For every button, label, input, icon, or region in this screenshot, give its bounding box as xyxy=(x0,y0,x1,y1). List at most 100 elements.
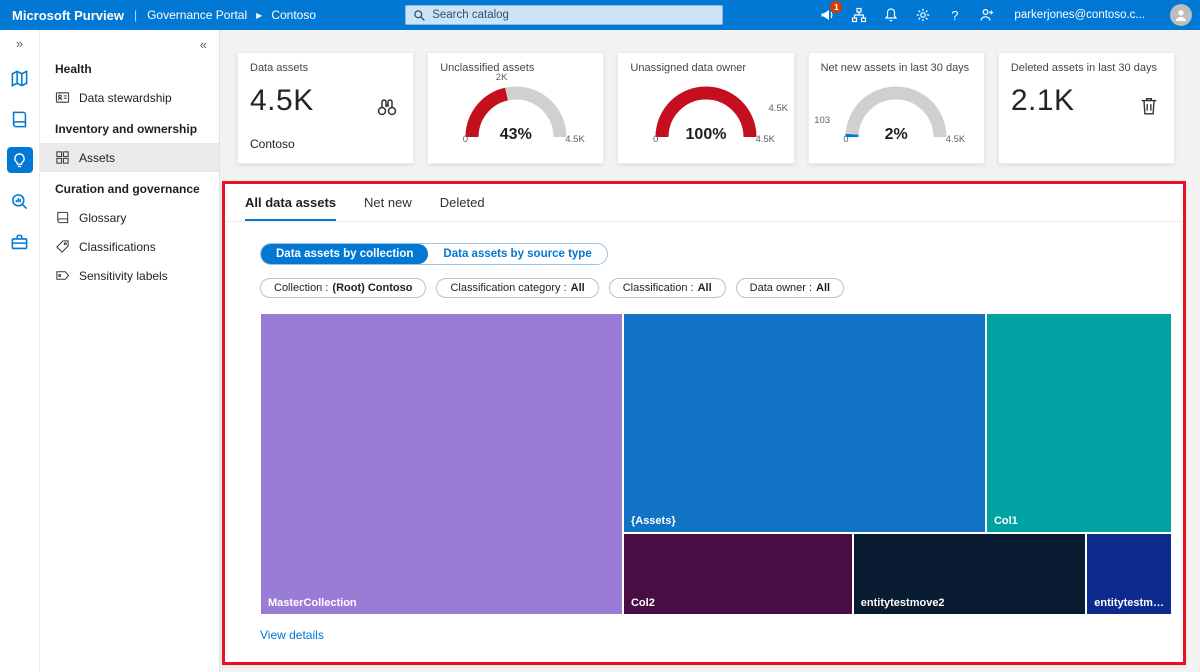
search-input[interactable] xyxy=(432,9,716,21)
kpi-card-title: Unassigned data owner xyxy=(630,62,746,74)
sidebar-collapse-button[interactable]: « xyxy=(199,37,207,52)
tab-net-new[interactable]: Net new xyxy=(364,195,412,210)
brand-title: Microsoft Purview xyxy=(12,7,124,23)
chip-value: All xyxy=(816,282,831,294)
chip-value: (Root) Contoso xyxy=(332,282,413,294)
gauge-percent: 2% xyxy=(884,126,908,143)
sidebar-item-classifications[interactable]: Classifications xyxy=(40,232,219,261)
settings-gear-icon[interactable] xyxy=(914,7,931,24)
trash-icon[interactable] xyxy=(1138,95,1160,120)
gauge-value-marker: 4.5K xyxy=(768,103,788,114)
sidebar-item-label: Sensitivity labels xyxy=(79,268,168,283)
scan-insights-icon[interactable] xyxy=(7,188,33,214)
kpi-card-unclassified: Unclassified assets 2K 43% 0 4.5K xyxy=(427,52,605,164)
glossary-book-icon xyxy=(55,210,70,225)
data-map-icon[interactable] xyxy=(7,65,33,91)
gauge-max: 4.5K xyxy=(945,134,966,145)
kpi-card-net-new: Net new assets in last 30 days 103 2% 0 … xyxy=(807,52,985,164)
toggle-by-source-type[interactable]: Data assets by source type xyxy=(443,248,592,260)
main-content: Data assets 4.5K Contoso Unclassified as… xyxy=(220,30,1200,672)
insights-icon[interactable] xyxy=(6,147,33,173)
chip-label: Collection : xyxy=(274,282,329,294)
org-directory-icon[interactable] xyxy=(850,7,867,24)
kpi-card-deleted: Deleted assets in last 30 days 2.1K xyxy=(997,52,1176,164)
tab-all-data-assets[interactable]: All data assets xyxy=(245,184,337,221)
app-frame: » « Health Data stewardship Inventory an… xyxy=(0,30,1200,672)
sidebar-item-sensitivity-labels[interactable]: Sensitivity labels xyxy=(40,261,219,290)
deleted-assets-value: 2.1K xyxy=(1010,84,1075,117)
sidebar-item-data-stewardship[interactable]: Data stewardship xyxy=(40,83,219,112)
assets-grid-icon xyxy=(55,150,70,165)
kpi-card-data-assets: Data assets 4.5K Contoso xyxy=(237,52,415,164)
treemap-tile-label: {Assets} xyxy=(630,514,676,527)
gauge-min: 0 xyxy=(843,134,849,145)
treemap-tile-label: Col2 xyxy=(630,596,655,609)
sidebar: « Health Data stewardship Inventory and … xyxy=(40,30,220,672)
tab-deleted[interactable]: Deleted xyxy=(439,195,485,210)
management-icon[interactable] xyxy=(7,229,33,255)
sidebar-item-label: Data stewardship xyxy=(79,90,172,105)
filter-chip-classification-category[interactable]: Classification category : All xyxy=(436,278,599,298)
chip-value: All xyxy=(697,282,712,294)
alert-count-badge: 1 xyxy=(830,0,843,13)
kpi-card-title: Data assets xyxy=(250,62,309,74)
treemap-tile[interactable]: MasterCollection xyxy=(260,313,623,615)
kpi-card-row: Data assets 4.5K Contoso Unclassified as… xyxy=(237,52,1176,164)
sidebar-item-label: Assets xyxy=(79,150,116,165)
gauge-max: 4.5K xyxy=(565,134,585,145)
breadcrumb-tenant[interactable]: Contoso xyxy=(271,8,317,22)
user-email[interactable]: parkerjones@contoso.c... xyxy=(1014,9,1145,21)
notifications-bell-icon[interactable] xyxy=(882,7,899,24)
sidebar-item-glossary[interactable]: Glossary xyxy=(40,203,219,232)
avatar[interactable] xyxy=(1170,4,1192,26)
top-bar: Microsoft Purview | Governance Portal ▶ … xyxy=(0,0,1200,30)
sidebar-section-health: Health xyxy=(55,62,92,76)
sidebar-section-inventory: Inventory and ownership xyxy=(55,122,198,136)
gauge-min: 0 xyxy=(653,134,659,145)
treemap: MasterCollection {Assets} Col1 Col2 entityte… xyxy=(260,313,1172,615)
treemap-tile[interactable]: Col2 xyxy=(622,532,853,615)
treemap-tile[interactable]: entitytestmove2 xyxy=(852,532,1087,615)
panel-body: Data assets by collection Data assets by… xyxy=(225,222,1183,642)
filter-chip-row: Collection : (Root) Contoso Classificatio… xyxy=(260,278,1172,298)
feedback-person-icon[interactable] xyxy=(978,7,995,24)
classifications-tag-icon xyxy=(55,239,70,254)
sidebar-item-label: Classifications xyxy=(79,239,156,254)
search-icon xyxy=(414,9,426,21)
kpi-card-title: Net new assets in last 30 days xyxy=(820,62,970,74)
toggle-by-collection[interactable]: Data assets by collection xyxy=(261,244,429,264)
unassigned-owner-gauge: 4.5K 100% 0 4.5K xyxy=(644,77,788,145)
sidebar-item-label: Glossary xyxy=(79,210,127,225)
filter-chip-data-owner[interactable]: Data owner : All xyxy=(735,278,845,298)
kpi-card-title: Deleted assets in last 30 days xyxy=(1010,62,1157,74)
search-box[interactable] xyxy=(405,5,724,25)
view-toggle: Data assets by collection Data assets by… xyxy=(260,243,608,265)
breadcrumb-portal[interactable]: Governance Portal xyxy=(147,8,248,22)
topbar-actions: 1 ? parkerjones@contoso.c... xyxy=(818,0,1192,26)
data-catalog-icon[interactable] xyxy=(7,106,33,132)
data-assets-scope: Contoso xyxy=(250,137,295,151)
treemap-tile[interactable]: Col1 xyxy=(985,313,1172,533)
chip-value: All xyxy=(570,282,585,294)
net-new-gauge: 103 2% 0 4.5K xyxy=(814,77,965,145)
gauge-min: 0 xyxy=(462,134,469,145)
filter-chip-collection[interactable]: Collection : (Root) Contoso xyxy=(260,278,427,298)
treemap-tile-label: entitytestmove2 xyxy=(860,596,945,609)
gauge-percent: 43% xyxy=(499,126,532,143)
rail-expand-button[interactable]: » xyxy=(15,36,24,51)
treemap-tile-label: MasterCollection xyxy=(268,597,357,609)
chip-label: Classification : xyxy=(622,282,694,294)
breadcrumb-divider: | xyxy=(133,8,138,22)
binoculars-icon[interactable] xyxy=(375,95,399,122)
chip-label: Data owner : xyxy=(749,282,813,294)
treemap-tile[interactable]: {Assets} xyxy=(622,313,986,533)
alerts-megaphone-icon[interactable]: 1 xyxy=(818,0,843,24)
view-details-link[interactable]: View details xyxy=(260,628,324,642)
help-icon[interactable]: ? xyxy=(951,7,959,23)
treemap-tile-label: entitytestmov... xyxy=(1094,596,1168,609)
icon-rail: » xyxy=(0,30,40,672)
sidebar-item-assets[interactable]: Assets xyxy=(40,143,219,172)
filter-chip-classification[interactable]: Classification : All xyxy=(608,278,726,298)
chip-label: Classification category : xyxy=(450,282,567,294)
treemap-tile[interactable]: entitytestmov... xyxy=(1086,532,1172,615)
